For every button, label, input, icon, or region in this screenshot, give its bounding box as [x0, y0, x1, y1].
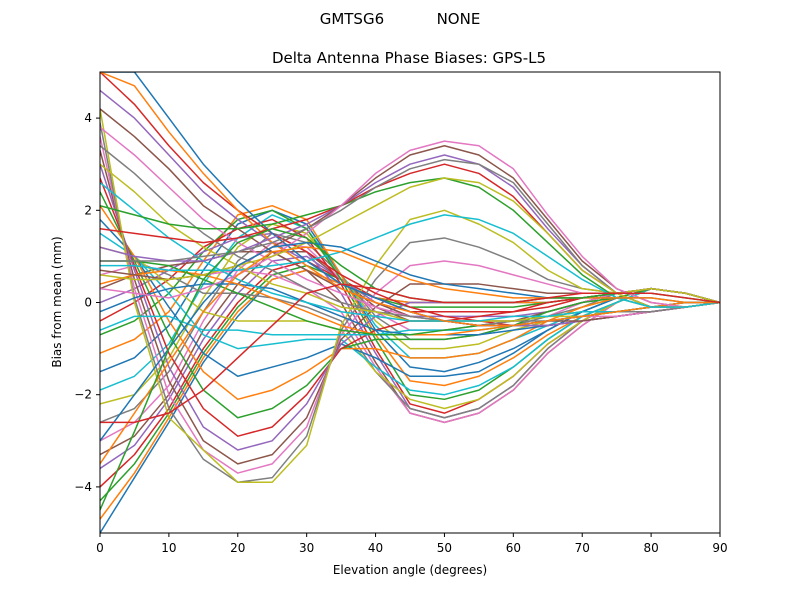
chart-title: Delta Antenna Phase Biases: GPS-L5: [272, 49, 546, 67]
x-tick-label: 80: [643, 541, 658, 555]
series-line-35: [100, 89, 720, 327]
y-tick-label: 4: [84, 111, 92, 125]
series-layer: [100, 72, 720, 533]
x-tick-label: 30: [299, 541, 314, 555]
x-tick-label: 20: [230, 541, 245, 555]
y-axis: −4 −2 0 2 4: [74, 111, 100, 494]
series-line-7: [100, 241, 720, 442]
x-tick-label: 70: [575, 541, 590, 555]
y-tick-label: −4: [74, 480, 92, 494]
chart-suptitle: GMTSG6 NONE: [320, 10, 481, 28]
y-tick-label: 2: [84, 203, 92, 217]
series-line-54: [100, 283, 720, 424]
x-tick-label: 0: [96, 541, 104, 555]
x-tick-label: 60: [506, 541, 521, 555]
series-line-47: [100, 140, 720, 308]
x-tick-label: 10: [161, 541, 176, 555]
y-tick-label: 0: [84, 296, 92, 310]
series-line-20: [100, 232, 720, 396]
x-tick-label: 90: [712, 541, 727, 555]
series-line-52: [100, 246, 720, 465]
x-axis-label: Elevation angle (degrees): [333, 563, 487, 577]
series-line-42: [100, 72, 720, 327]
x-axis: 0 10 20 30 40 50 60 70 80 90: [96, 533, 728, 555]
x-tick-label: 50: [437, 541, 452, 555]
y-axis-label: Bias from mean (mm): [50, 236, 64, 367]
series-line-46: [100, 145, 720, 308]
x-tick-label: 40: [368, 541, 383, 555]
y-tick-label: −2: [74, 388, 92, 402]
